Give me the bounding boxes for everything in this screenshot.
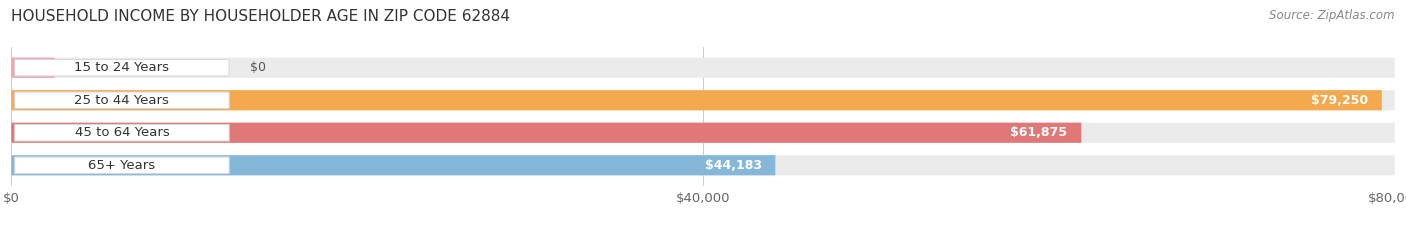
FancyBboxPatch shape [14, 59, 229, 76]
FancyBboxPatch shape [11, 90, 1395, 110]
FancyBboxPatch shape [14, 92, 229, 109]
Text: 15 to 24 Years: 15 to 24 Years [75, 61, 170, 74]
FancyBboxPatch shape [11, 58, 55, 78]
Text: 65+ Years: 65+ Years [89, 159, 156, 172]
FancyBboxPatch shape [14, 124, 229, 141]
FancyBboxPatch shape [11, 155, 775, 175]
FancyBboxPatch shape [11, 90, 1382, 110]
Text: 25 to 44 Years: 25 to 44 Years [75, 94, 169, 107]
FancyBboxPatch shape [11, 123, 1395, 143]
FancyBboxPatch shape [14, 157, 229, 174]
Text: Source: ZipAtlas.com: Source: ZipAtlas.com [1270, 9, 1395, 22]
FancyBboxPatch shape [11, 58, 1395, 78]
Text: $79,250: $79,250 [1310, 94, 1368, 107]
FancyBboxPatch shape [11, 155, 1395, 175]
Text: $0: $0 [250, 61, 266, 74]
Text: HOUSEHOLD INCOME BY HOUSEHOLDER AGE IN ZIP CODE 62884: HOUSEHOLD INCOME BY HOUSEHOLDER AGE IN Z… [11, 9, 510, 24]
Text: $61,875: $61,875 [1011, 126, 1067, 139]
FancyBboxPatch shape [11, 123, 1081, 143]
Text: $44,183: $44,183 [704, 159, 762, 172]
Text: 45 to 64 Years: 45 to 64 Years [75, 126, 169, 139]
